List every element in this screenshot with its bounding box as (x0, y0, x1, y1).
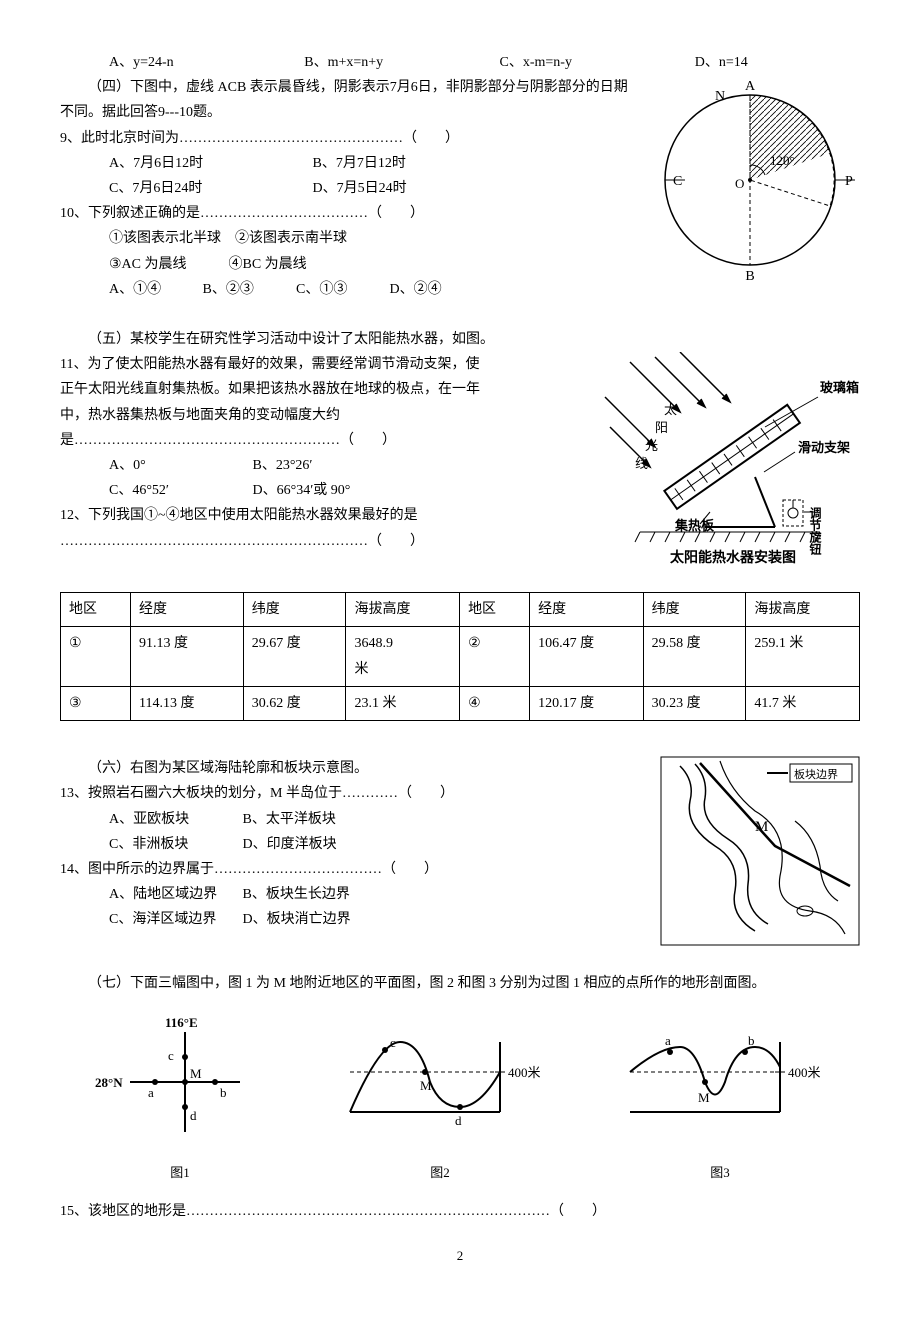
table-row: ① 91.13 度 29.67 度 3648.9 米 ② 106.47 度 29… (61, 627, 860, 686)
svg-text:M: M (190, 1066, 202, 1081)
q14-b: B、板块生长边界 (243, 887, 350, 902)
q14-c: C、海洋区域边界 (109, 907, 239, 932)
q11-c: C、46°52′ (109, 478, 249, 503)
svg-text:c: c (168, 1048, 174, 1063)
section-7-intro: （七）下面三幅图中，图 1 为 M 地附近地区的平面图，图 2 和图 3 分别为… (60, 971, 860, 996)
svg-text:M: M (755, 819, 768, 835)
svg-text:O: O (735, 176, 744, 191)
th-lat2: 纬度 (643, 593, 746, 627)
svg-text:a: a (148, 1085, 154, 1100)
q13-a: A、亚欧板块 (109, 807, 239, 832)
th-lon2: 经度 (530, 593, 644, 627)
svg-text:120°: 120° (770, 153, 795, 168)
q10-a: A、①④ (109, 277, 199, 302)
q13-b: B、太平洋板块 (243, 812, 336, 827)
diagram-solar-heater: 太 阳 光 线 玻璃箱 滑动支架 调节旋钮 集热板 太阳能热水器安装图 (600, 352, 860, 582)
svg-text:C: C (673, 174, 682, 189)
section-5-intro: （五）某校学生在研究性学习活动中设计了太阳能热水器，如图。 (60, 327, 860, 352)
regions-table: 地区 经度 纬度 海拔高度 地区 经度 纬度 海拔高度 ① 91.13 度 29… (60, 592, 860, 721)
table-header-row: 地区 经度 纬度 海拔高度 地区 经度 纬度 海拔高度 (61, 593, 860, 627)
svg-text:阳: 阳 (655, 420, 668, 435)
svg-text:A: A (745, 79, 756, 94)
q10-b: B、②③ (203, 277, 293, 302)
choice-a: A、y=24-n (109, 50, 274, 75)
diagram-plate-boundary: 板块边界 M (660, 756, 860, 946)
fig2-wrap: c M d 400米 图2 (330, 1012, 550, 1185)
svg-text:400米: 400米 (508, 1065, 541, 1080)
fig1-wrap: 116°E 28°N a b c d M 图1 (90, 1012, 270, 1185)
q11: 11、为了使太阳能热水器有最好的效果，需要经常调节滑动支架，使正午太阳光线直射集… (60, 352, 490, 453)
q10-d: D、②④ (390, 277, 480, 302)
q9-b: B、7月7日12时 (313, 156, 406, 171)
th-region: 地区 (61, 593, 131, 627)
q11-b: B、23°26′ (253, 458, 313, 473)
choice-c: C、x-m=n-y (500, 50, 665, 75)
th-elev: 海拔高度 (346, 593, 460, 627)
q9-a: A、7月6日12时 (109, 151, 309, 176)
svg-text:M: M (420, 1078, 432, 1093)
choice-b: B、m+x=n+y (304, 50, 469, 75)
svg-text:太阳能热水器安装图: 太阳能热水器安装图 (670, 549, 796, 566)
q11-a: A、0° (109, 453, 249, 478)
svg-text:c: c (390, 1035, 396, 1050)
q11-d: D、66°34′或 90° (253, 483, 351, 498)
th-lon: 经度 (131, 593, 244, 627)
fig3: a M b 400米 (610, 1012, 830, 1152)
diagram-terminator: 120° A B C O N P (650, 75, 860, 295)
svg-text:N: N (715, 89, 725, 104)
svg-text:调节旋钮: 调节旋钮 (808, 507, 822, 556)
q14-d: D、板块消亡边界 (243, 912, 351, 927)
svg-text:b: b (748, 1033, 755, 1048)
table-row: ③ 114.13 度 30.62 度 23.1 米 ④ 120.17 度 30.… (61, 686, 860, 720)
svg-text:400米: 400米 (788, 1065, 821, 1080)
th-lat: 纬度 (243, 593, 346, 627)
svg-text:线: 线 (635, 456, 648, 471)
svg-text:28°N: 28°N (95, 1075, 123, 1090)
fig1: 116°E 28°N a b c d M (90, 1012, 270, 1152)
q9-d: D、7月5日24时 (313, 181, 407, 196)
fig1-caption: 图1 (90, 1161, 270, 1184)
svg-text:M: M (698, 1090, 710, 1105)
q14-a: A、陆地区域边界 (109, 882, 239, 907)
svg-text:板块边界: 板块边界 (794, 767, 838, 781)
svg-text:d: d (455, 1113, 462, 1128)
th-elev2: 海拔高度 (746, 593, 860, 627)
svg-text:太: 太 (664, 402, 677, 417)
svg-text:B: B (745, 269, 754, 284)
fig3-caption: 图3 (610, 1161, 830, 1184)
svg-text:a: a (665, 1033, 671, 1048)
svg-text:集热板: 集热板 (674, 518, 715, 533)
q9-c: C、7月6日24时 (109, 176, 309, 201)
svg-text:d: d (190, 1108, 197, 1123)
fig2-caption: 图2 (330, 1161, 550, 1184)
svg-text:滑动支架: 滑动支架 (798, 440, 850, 455)
q13-c: C、非洲板块 (109, 832, 239, 857)
q8-choices: A、y=24-n B、m+x=n+y C、x-m=n-y D、n=14 (60, 50, 860, 75)
th-region2: 地区 (460, 593, 530, 627)
choice-d: D、n=14 (695, 50, 860, 75)
q10-c: C、①③ (296, 277, 386, 302)
svg-text:116°E: 116°E (165, 1015, 198, 1030)
svg-text:P: P (845, 174, 853, 189)
svg-text:光: 光 (645, 438, 658, 453)
page-number: 2 (60, 1244, 860, 1267)
fig3-wrap: a M b 400米 图3 (610, 1012, 830, 1185)
svg-text:b: b (220, 1085, 227, 1100)
q15: 15、该地区的地形是……………………………………………………………………（ ） (60, 1199, 860, 1224)
terrain-figures: 116°E 28°N a b c d M 图1 c M d 400米 图2 (60, 1012, 860, 1185)
fig2: c M d 400米 (330, 1012, 550, 1152)
svg-text:玻璃箱: 玻璃箱 (820, 380, 859, 395)
q13-d: D、印度洋板块 (243, 837, 337, 852)
